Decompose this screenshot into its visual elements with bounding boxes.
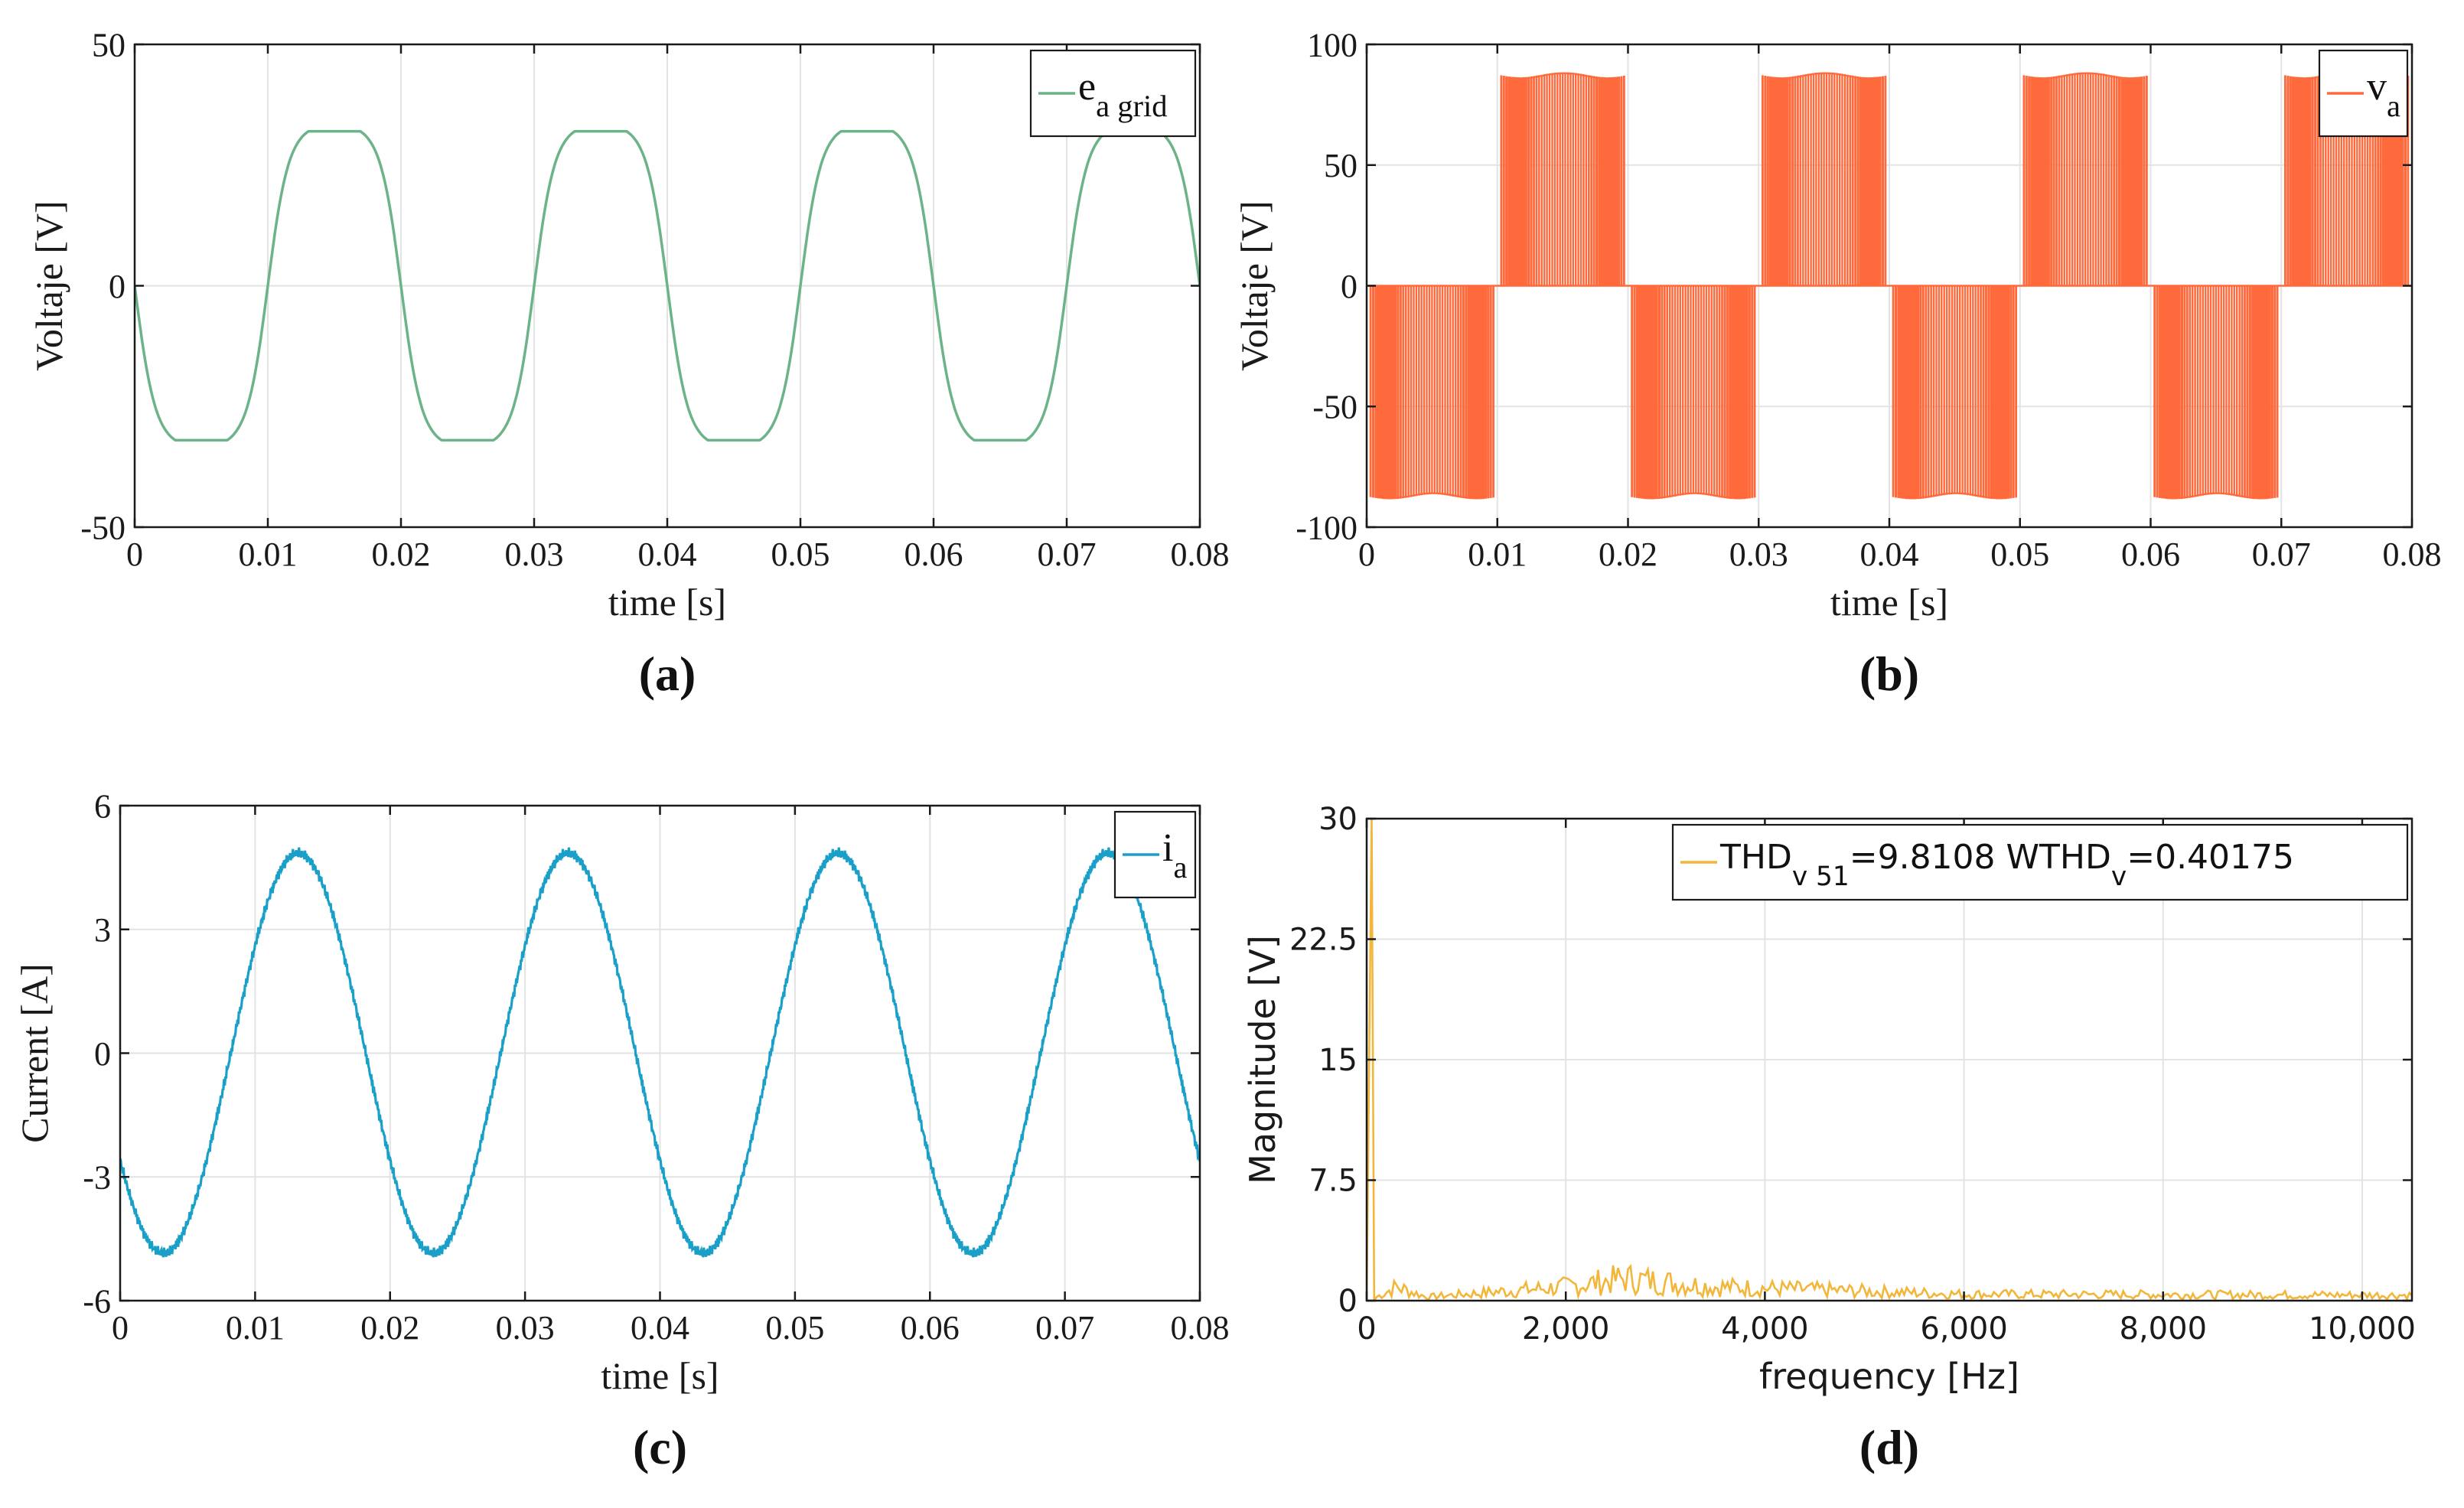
x-tick-label: 0.06 <box>904 536 963 573</box>
y-tick-label: -100 <box>1296 509 1357 546</box>
x-tick-label: 0.03 <box>1729 536 1788 573</box>
y-tick-label: 0 <box>109 268 125 305</box>
legend-subscript: a <box>1173 850 1187 884</box>
y-tick-label: 50 <box>92 26 125 64</box>
x-tick-label: 0.08 <box>1171 536 1230 573</box>
legend-suffix-2: =0.40175 <box>2127 838 2294 877</box>
panel-c: 0 0.01 0.02 0.03 0.04 0.05 0.06 0.07 0.08 -6 -3 0 3 6… <box>13 787 1230 1474</box>
y-tick-label: -50 <box>80 509 125 546</box>
plot-area-d <box>1367 819 2412 1301</box>
y-tick-label: 3 <box>94 911 111 949</box>
legend: THDv 51=9.8108 WTHDv=0.40175 <box>1671 823 2409 901</box>
x-tick-label: 0.01 <box>239 536 298 573</box>
x-tick-label: 0 <box>1357 1311 1376 1347</box>
panel-label: (c) <box>633 1420 687 1474</box>
y-tick-label: 7.5 <box>1309 1164 1357 1199</box>
y-tick-label: -3 <box>83 1159 111 1197</box>
legend-name: v <box>2367 65 2387 109</box>
x-tick-label: 8,000 <box>2120 1311 2208 1347</box>
y-tick-label: 0 <box>94 1035 111 1073</box>
legend-name: i <box>1162 826 1173 870</box>
x-tick-label: 0.03 <box>496 1309 555 1347</box>
panel-label: (b) <box>1859 647 1919 701</box>
panel-label: (a) <box>639 647 696 701</box>
x-tick-label: 0.02 <box>360 1309 419 1347</box>
x-tick-label: 0 <box>112 1309 129 1347</box>
plot-area-b <box>1367 72 2412 500</box>
legend-subscript: v 51 <box>1792 861 1850 892</box>
x-tick-label: 0.04 <box>631 1309 689 1347</box>
x-tick-label: 4,000 <box>1721 1311 1809 1347</box>
y-tick-label: 0 <box>1341 268 1357 305</box>
x-tick-label: 0 <box>126 536 143 573</box>
y-tick-label: 22.5 <box>1289 923 1357 958</box>
x-tick-label: 0.07 <box>2252 536 2311 573</box>
legend-label: va <box>2367 65 2400 123</box>
x-axis-label: time [s] <box>608 581 726 624</box>
x-tick-label: 0.04 <box>1860 536 1919 573</box>
legend-label: ia <box>1162 826 1187 884</box>
x-axis-label: frequency [Hz] <box>1759 1356 2019 1397</box>
y-tick-label: 30 <box>1318 802 1357 837</box>
panel-a: 0 0.01 0.02 0.03 0.04 0.05 0.06 0.07 0.08-50050t… <box>28 26 1230 701</box>
x-tick-label: 0.05 <box>765 1309 824 1347</box>
series-line-i-a <box>120 847 1200 1258</box>
y-tick-label: 15 <box>1318 1043 1357 1078</box>
x-tick-label: 2,000 <box>1522 1311 1610 1347</box>
legend-suffix: =9.8108 WTHD <box>1850 838 2111 877</box>
x-tick-label: 0.01 <box>1468 536 1527 573</box>
x-tick-label: 6,000 <box>1920 1311 2008 1347</box>
x-tick-label: 0.07 <box>1035 1309 1094 1347</box>
x-tick-label: 0.08 <box>1171 1309 1230 1347</box>
spectrum-line <box>1367 819 2412 1301</box>
legend-label: ea grid <box>1078 65 1168 123</box>
panel-d: 0 2,000 4,000 6,000 8,000 10,000 0 7.5 15 22.5 30 f… <box>1242 802 2416 1474</box>
x-tick-label: 0.02 <box>1599 536 1657 573</box>
x-tick-label: 10,000 <box>2309 1311 2416 1347</box>
x-tick-label: 0.02 <box>372 536 431 573</box>
series-line-e-a-grid <box>135 129 1200 442</box>
y-tick-label: 0 <box>1338 1284 1357 1319</box>
y-tick-label: 100 <box>1307 26 1357 64</box>
legend: ea grid <box>1029 49 1197 138</box>
y-axis-label: Magnitude [V] <box>1242 935 1283 1184</box>
panel-b: 0 0.01 0.02 0.03 0.04 0.05 0.06 0.07 0.08 -100 -50… <box>1233 26 2442 701</box>
y-tick-label: 6 <box>94 787 111 825</box>
plot-area-a <box>135 129 1200 442</box>
plot-area-c <box>120 847 1200 1258</box>
x-tick-label: 0.04 <box>638 536 697 573</box>
x-tick-label: 0.08 <box>2383 536 2442 573</box>
x-axis-label: time [s] <box>1830 581 1948 624</box>
x-tick-label: 0.03 <box>505 536 564 573</box>
y-tick-label: -6 <box>83 1282 111 1320</box>
y-axis-label: Current [A] <box>13 963 56 1143</box>
legend-subscript: a <box>2387 89 2400 123</box>
y-axis-label: Voltaje [V] <box>28 200 70 371</box>
y-axis-label: Voltaje [V] <box>1233 200 1276 371</box>
y-tick-label: 50 <box>1324 147 1357 184</box>
x-tick-label: 0.05 <box>771 536 830 573</box>
x-tick-label: 0.06 <box>2121 536 2180 573</box>
y-tick-label: -50 <box>1312 389 1357 426</box>
legend-label: THDv 51=9.8108 WTHDv=0.40175 <box>1719 838 2294 892</box>
legend-name: e <box>1078 65 1096 109</box>
legend-box <box>1671 823 2409 901</box>
legend: ia <box>1113 810 1197 899</box>
legend-name: THD <box>1719 838 1792 877</box>
x-tick-label: 0.01 <box>226 1309 285 1347</box>
x-tick-label: 0 <box>1358 536 1375 573</box>
series-line-v-a <box>1369 72 2410 500</box>
legend-subscript-2: v <box>2111 861 2127 892</box>
legend-subscript: a grid <box>1096 89 1167 123</box>
panel-label: (d) <box>1859 1420 1919 1474</box>
x-axis-label: time [s] <box>601 1354 719 1397</box>
x-tick-label: 0.05 <box>1990 536 2049 573</box>
legend: va <box>2318 49 2409 138</box>
x-tick-label: 0.07 <box>1038 536 1097 573</box>
x-tick-label: 0.06 <box>901 1309 960 1347</box>
